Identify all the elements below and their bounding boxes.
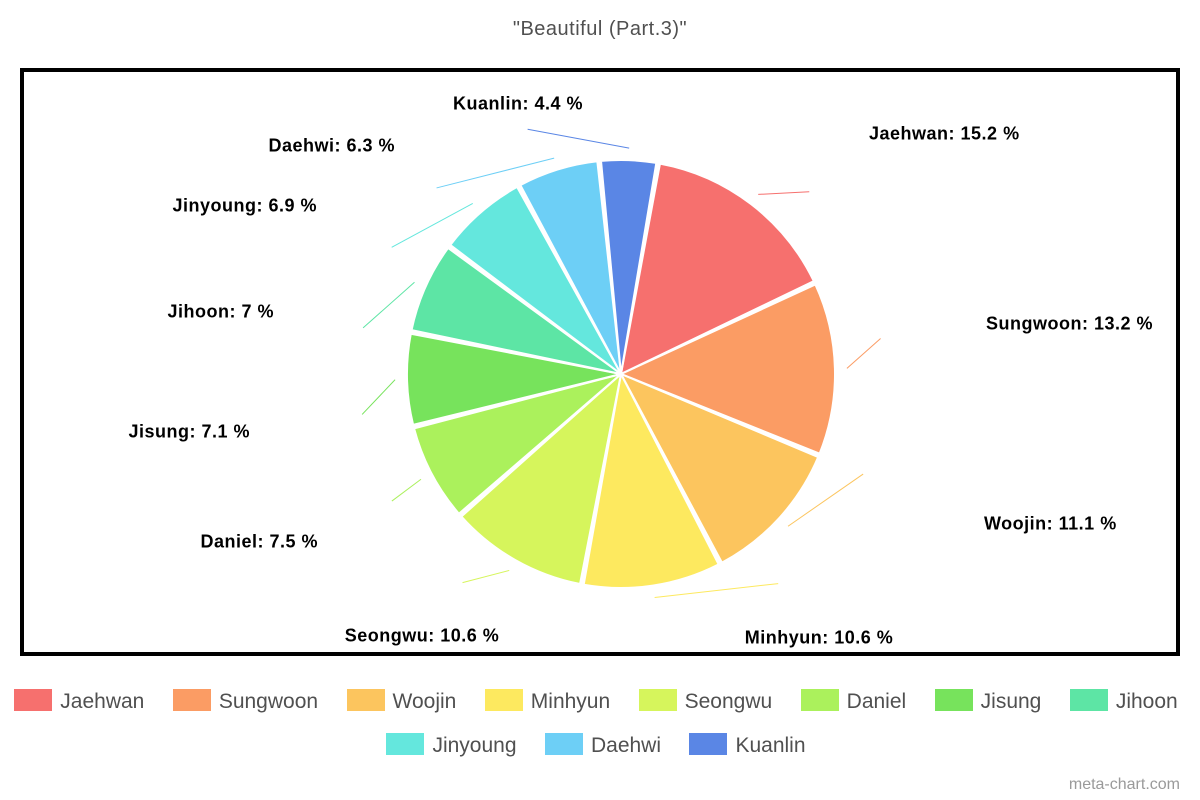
- legend-item: Jinyoung: [386, 724, 516, 768]
- legend-label: Kuanlin: [735, 734, 805, 757]
- leader-line: [847, 338, 881, 368]
- legend-label: Sungwoon: [219, 690, 318, 713]
- legend-item: Seongwu: [639, 680, 773, 724]
- legend-item: Minhyun: [485, 680, 610, 724]
- leader-line: [363, 282, 414, 328]
- legend-swatch: [1070, 689, 1108, 711]
- slice-label: Sungwoon: 13.2 %: [986, 314, 1153, 335]
- legend-label: Jisung: [981, 690, 1042, 713]
- slice-label: Daniel: 7.5 %: [200, 532, 318, 553]
- legend-label: Woojin: [393, 690, 457, 713]
- leader-line: [528, 129, 630, 148]
- legend-item: Sungwoon: [173, 680, 318, 724]
- legend-swatch: [347, 689, 385, 711]
- slice-label: Jihoon: 7 %: [167, 302, 274, 323]
- slice-label: Jaehwan: 15.2 %: [869, 124, 1020, 145]
- legend-label: Minhyun: [531, 690, 610, 713]
- legend-item: Jisung: [935, 680, 1042, 724]
- slice-label: Woojin: 11.1 %: [984, 514, 1117, 535]
- slice-label: Minhyun: 10.6 %: [745, 628, 894, 649]
- legend-swatch: [545, 733, 583, 755]
- legend-item: Daniel: [801, 680, 907, 724]
- legend-label: Jihoon: [1116, 690, 1178, 713]
- leader-line: [392, 479, 421, 501]
- chart-frame: Jaehwan: 15.2 % Sungwoon: 13.2 % Woojin: 1…: [20, 68, 1180, 656]
- legend-swatch: [689, 733, 727, 755]
- legend-swatch: [935, 689, 973, 711]
- legend: Jaehwan Sungwoon Woojin Minhyun Seongwu …: [0, 680, 1200, 768]
- legend-item: Daehwi: [545, 724, 661, 768]
- legend-label: Jinyoung: [432, 734, 516, 757]
- pie-chart: [24, 72, 1176, 652]
- legend-swatch: [639, 689, 677, 711]
- leader-line: [758, 192, 809, 195]
- legend-item: Woojin: [347, 680, 457, 724]
- slice-label: Kuanlin: 4.4 %: [453, 94, 583, 115]
- legend-label: Seongwu: [685, 690, 773, 713]
- legend-swatch: [173, 689, 211, 711]
- legend-swatch: [485, 689, 523, 711]
- attribution-text: meta-chart.com: [1069, 776, 1180, 794]
- leader-line: [655, 584, 779, 598]
- legend-label: Daehwi: [591, 734, 661, 757]
- legend-swatch: [14, 689, 52, 711]
- slice-label: Jisung: 7.1 %: [128, 422, 250, 443]
- leader-line: [463, 570, 510, 582]
- legend-item: Kuanlin: [689, 724, 805, 768]
- legend-item: Jaehwan: [14, 680, 144, 724]
- page-container: "Beautiful (Part.3)" Jaehwan: 15.2 % Sung…: [0, 0, 1200, 800]
- leader-line: [362, 380, 395, 415]
- legend-swatch: [386, 733, 424, 755]
- slice-label: Seongwu: 10.6 %: [345, 626, 500, 647]
- slice-label: Daehwi: 6.3 %: [268, 136, 395, 157]
- chart-title: "Beautiful (Part.3)": [0, 0, 1200, 41]
- slice-label: Jinyoung: 6.9 %: [172, 196, 317, 217]
- legend-item: Jihoon: [1070, 680, 1178, 724]
- legend-swatch: [801, 689, 839, 711]
- legend-label: Jaehwan: [60, 690, 144, 713]
- legend-label: Daniel: [847, 690, 907, 713]
